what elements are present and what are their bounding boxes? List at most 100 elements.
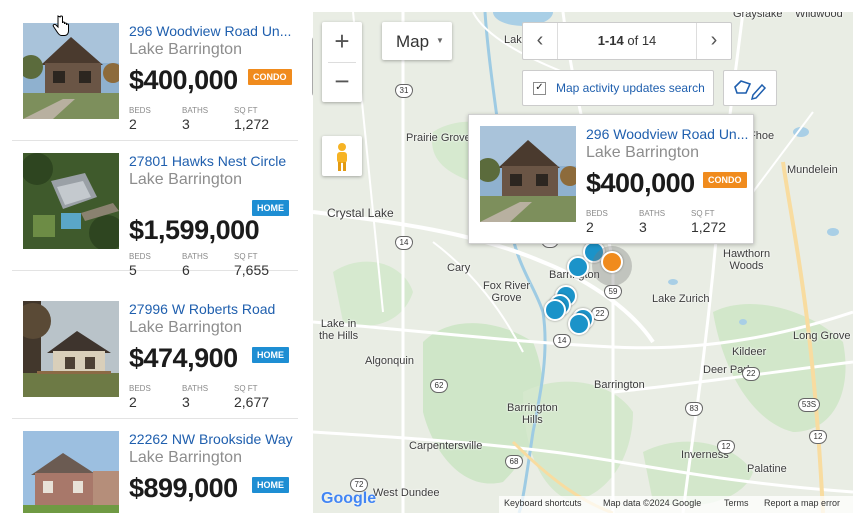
place-label-deer-park: Deer Park bbox=[703, 364, 753, 376]
selected-map-pin[interactable] bbox=[601, 251, 623, 273]
listing-price: $474,900 bbox=[129, 343, 238, 373]
place-label-kildeer: Kildeer bbox=[732, 346, 767, 358]
route-shield: 12 bbox=[809, 430, 827, 444]
listing-card[interactable]: 296 Woodview Road Un... Lake Barrington … bbox=[12, 12, 298, 141]
draw-polygon-icon bbox=[734, 80, 767, 101]
map-footer-bar bbox=[499, 496, 853, 513]
sqft-label: SQ FT bbox=[234, 252, 258, 261]
listing-city: Lake Barrington bbox=[129, 171, 242, 188]
listing-card[interactable]: 27996 W Roberts Road Lake Barrington $47… bbox=[12, 290, 298, 419]
terms-link[interactable]: Terms bbox=[724, 498, 749, 508]
sqft-label: SQ FT bbox=[234, 384, 258, 393]
beds-label: BEDS bbox=[129, 252, 151, 261]
baths-value: 3 bbox=[182, 116, 190, 132]
map-pin[interactable] bbox=[567, 256, 589, 278]
listing-address-link[interactable]: 296 Woodview Road Un... bbox=[129, 23, 292, 39]
chevron-left-icon[interactable]: ‹ bbox=[523, 23, 558, 59]
pegman-icon bbox=[337, 143, 347, 171]
map-view[interactable]: Lake Prairie Grove Crystal Lake Cary Fox… bbox=[313, 12, 853, 513]
beds-label: BEDS bbox=[586, 209, 608, 218]
place-label-cary: Cary bbox=[447, 262, 471, 274]
map-activity-toggle[interactable]: ✓ Map activity updates search bbox=[522, 70, 714, 106]
sqft-value: 2,677 bbox=[234, 394, 270, 410]
route-shield: 68 bbox=[505, 455, 523, 469]
place-label-grayslake: Grayslake bbox=[733, 12, 783, 20]
map-pin[interactable] bbox=[544, 299, 566, 321]
listing-photo[interactable] bbox=[23, 153, 119, 249]
place-label-fhoe: Fhoe bbox=[749, 130, 775, 142]
place-label-mundelein: Mundelein bbox=[787, 164, 838, 176]
route-shield: 53S bbox=[798, 398, 820, 412]
map-activity-label[interactable]: Map activity updates search bbox=[556, 81, 705, 95]
sqft-label: SQ FT bbox=[691, 209, 715, 218]
place-label-hawthorn-woods: Hawthorn Woods bbox=[723, 248, 771, 272]
place-label-palatine: Palatine bbox=[747, 463, 787, 475]
pagination-status: 1-14 of 14 bbox=[557, 23, 697, 59]
sqft-label: SQ FT bbox=[234, 106, 258, 115]
listing-address-link[interactable]: 27996 W Roberts Road bbox=[129, 301, 276, 317]
map-pin[interactable] bbox=[568, 313, 590, 335]
listing-card[interactable]: 27801 Hawks Nest Circle Lake Barrington … bbox=[12, 142, 298, 278]
sqft-value: 7,655 bbox=[234, 262, 270, 278]
popup-address-link[interactable]: 296 Woodview Road Un... bbox=[586, 126, 749, 142]
route-shield: 31 bbox=[395, 84, 413, 98]
listing-photo[interactable] bbox=[23, 431, 119, 513]
listing-city: Lake Barrington bbox=[129, 449, 242, 466]
listing-address-link[interactable]: 27801 Hawks Nest Circle bbox=[129, 153, 287, 169]
zoom-in-button[interactable]: + bbox=[334, 26, 350, 56]
listing-price: $1,599,000 bbox=[129, 215, 260, 245]
route-shield: 72 bbox=[350, 478, 368, 492]
popup-listing-photo[interactable] bbox=[480, 126, 576, 222]
route-shield: 62 bbox=[430, 379, 448, 393]
listing-address-link[interactable]: 22262 NW Brookside Way bbox=[129, 431, 293, 447]
map-listing-popup[interactable]: 296 Woodview Road Un... Lake Barrington … bbox=[468, 114, 754, 244]
place-label-inverness: Inverness bbox=[681, 449, 729, 461]
route-shield: 12 bbox=[717, 440, 735, 454]
baths-label: BATHS bbox=[182, 384, 209, 393]
property-type-badge: CONDO bbox=[248, 69, 292, 85]
listing-city: Lake Barrington bbox=[129, 319, 242, 336]
google-logo: Google bbox=[321, 490, 377, 507]
popup-price: $400,000 bbox=[586, 168, 695, 198]
map-data-credit: Map data ©2024 Google bbox=[603, 498, 702, 508]
pagination-range: 1-14 bbox=[597, 33, 624, 48]
scroll-up-arrow[interactable]: ▲ bbox=[311, 12, 314, 22]
listing-card[interactable]: 22262 NW Brookside Way Lake Barrington $… bbox=[12, 420, 298, 513]
zoom-divider bbox=[328, 62, 356, 63]
beds-label: BEDS bbox=[129, 106, 151, 115]
beds-value: 5 bbox=[129, 262, 137, 278]
zoom-out-button[interactable]: − bbox=[334, 66, 350, 96]
keyboard-shortcuts-link[interactable]: Keyboard shortcuts bbox=[504, 498, 582, 508]
sqft-value: 1,272 bbox=[691, 219, 727, 235]
listing-price: $400,000 bbox=[129, 65, 238, 95]
baths-label: BATHS bbox=[639, 209, 666, 218]
place-label-barrington: Barrington bbox=[594, 379, 645, 391]
place-label-prairie-grove: Prairie Grove bbox=[406, 132, 471, 144]
place-label-crystal-lake: Crystal Lake bbox=[327, 206, 394, 220]
street-view-pegman[interactable] bbox=[322, 136, 362, 176]
property-type-badge: HOME bbox=[252, 477, 289, 493]
listing-photo[interactable] bbox=[23, 301, 119, 397]
report-map-error-link[interactable]: Report a map error bbox=[764, 498, 841, 508]
chevron-down-icon: ▼ bbox=[436, 36, 444, 45]
place-label-lake: Lake bbox=[504, 34, 528, 46]
draw-area-button[interactable] bbox=[723, 70, 777, 106]
listing-photo[interactable] bbox=[23, 23, 119, 119]
scroll-down-arrow[interactable]: ▼ bbox=[311, 494, 314, 504]
baths-value: 6 bbox=[182, 262, 190, 278]
sqft-value: 1,272 bbox=[234, 116, 270, 132]
place-label-lake-zurich: Lake Zurich bbox=[652, 293, 710, 305]
place-label-algonquin: Algonquin bbox=[365, 355, 414, 367]
map-type-dropdown[interactable]: Map ▼ bbox=[382, 22, 452, 60]
place-label-lake-in-the-hills: Lake in the Hills bbox=[319, 318, 359, 342]
chevron-right-icon[interactable]: › bbox=[696, 23, 731, 59]
checkbox[interactable]: ✓ bbox=[533, 82, 546, 95]
scroll-thumb[interactable] bbox=[312, 36, 313, 97]
listing-city: Lake Barrington bbox=[129, 41, 242, 58]
property-type-badge: HOME bbox=[252, 200, 289, 216]
listing-panel: 296 Woodview Road Un... Lake Barrington … bbox=[12, 12, 314, 513]
place-label-barrington-hills: Barrington Hills bbox=[507, 402, 558, 426]
hand-cursor-icon bbox=[52, 15, 69, 36]
pagination-control: ‹ 1-14 of 14 › bbox=[522, 22, 732, 60]
zoom-control: + − bbox=[322, 22, 362, 102]
